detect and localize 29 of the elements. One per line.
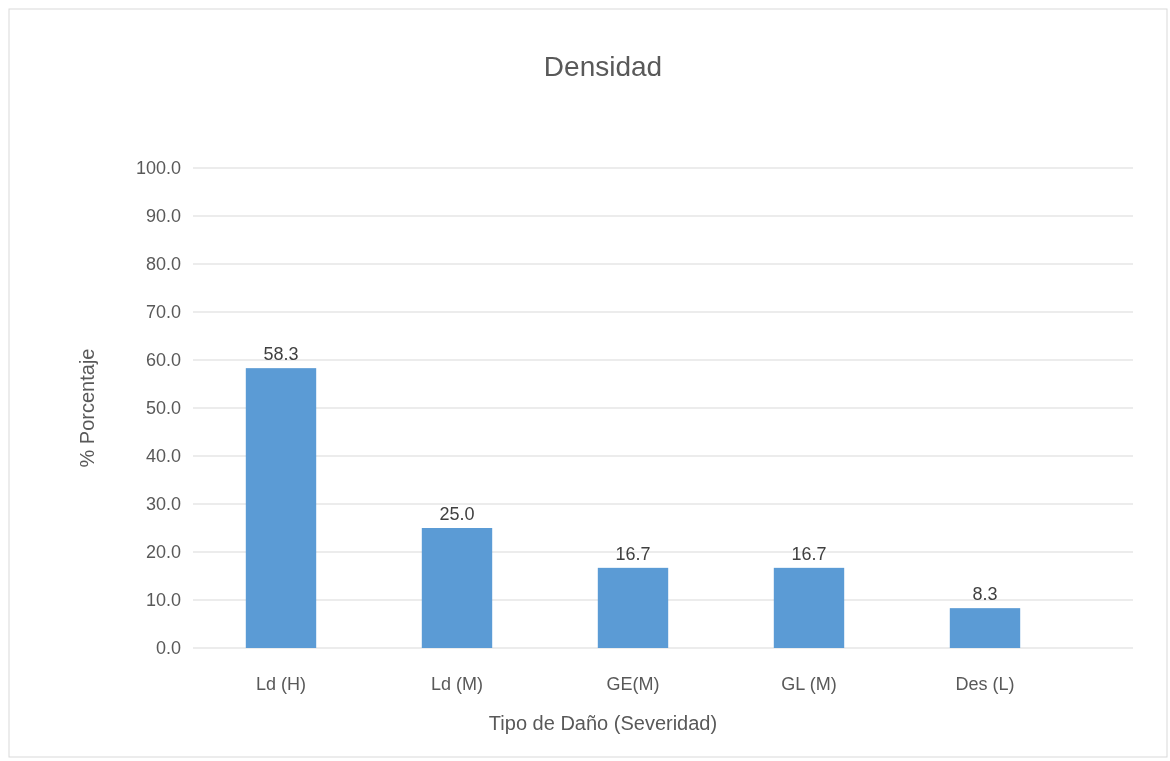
data-label: 16.7 bbox=[615, 543, 651, 564]
x-tick-label: Des (L) bbox=[955, 674, 1015, 694]
y-tick-label: 70.0 bbox=[145, 302, 181, 323]
y-tick-label: 100.0 bbox=[135, 158, 181, 179]
y-tick-label: 40.0 bbox=[145, 446, 181, 467]
y-tick-label: 0.0 bbox=[155, 638, 181, 659]
bar bbox=[597, 567, 669, 648]
x-tick-label: Ld (H) bbox=[255, 674, 307, 694]
y-tick-label: 90.0 bbox=[145, 206, 181, 227]
bar bbox=[773, 567, 845, 648]
y-tick-label: 30.0 bbox=[145, 494, 181, 515]
y-tick-label: 50.0 bbox=[145, 398, 181, 419]
y-tick-label: 60.0 bbox=[145, 350, 181, 371]
y-axis-title: % Porcentaje bbox=[76, 348, 98, 468]
x-tick-label: Ld (M) bbox=[430, 674, 484, 694]
x-tick-label: GL (M) bbox=[781, 674, 837, 694]
chart-title: Densidad bbox=[543, 51, 663, 82]
bar bbox=[949, 608, 1021, 648]
y-tick-label: 80.0 bbox=[145, 254, 181, 275]
data-label: 16.7 bbox=[791, 543, 827, 564]
data-label: 25.0 bbox=[439, 504, 475, 524]
bar bbox=[245, 368, 317, 648]
bar bbox=[421, 528, 493, 648]
x-tick-label: GE(M) bbox=[606, 674, 660, 694]
data-label: 8.3 bbox=[972, 584, 998, 605]
data-label: 58.3 bbox=[263, 344, 299, 365]
y-tick-label: 20.0 bbox=[145, 542, 181, 563]
y-tick-label: 10.0 bbox=[145, 590, 181, 611]
x-axis-title: Tipo de Daño (Severidad) bbox=[488, 712, 718, 734]
